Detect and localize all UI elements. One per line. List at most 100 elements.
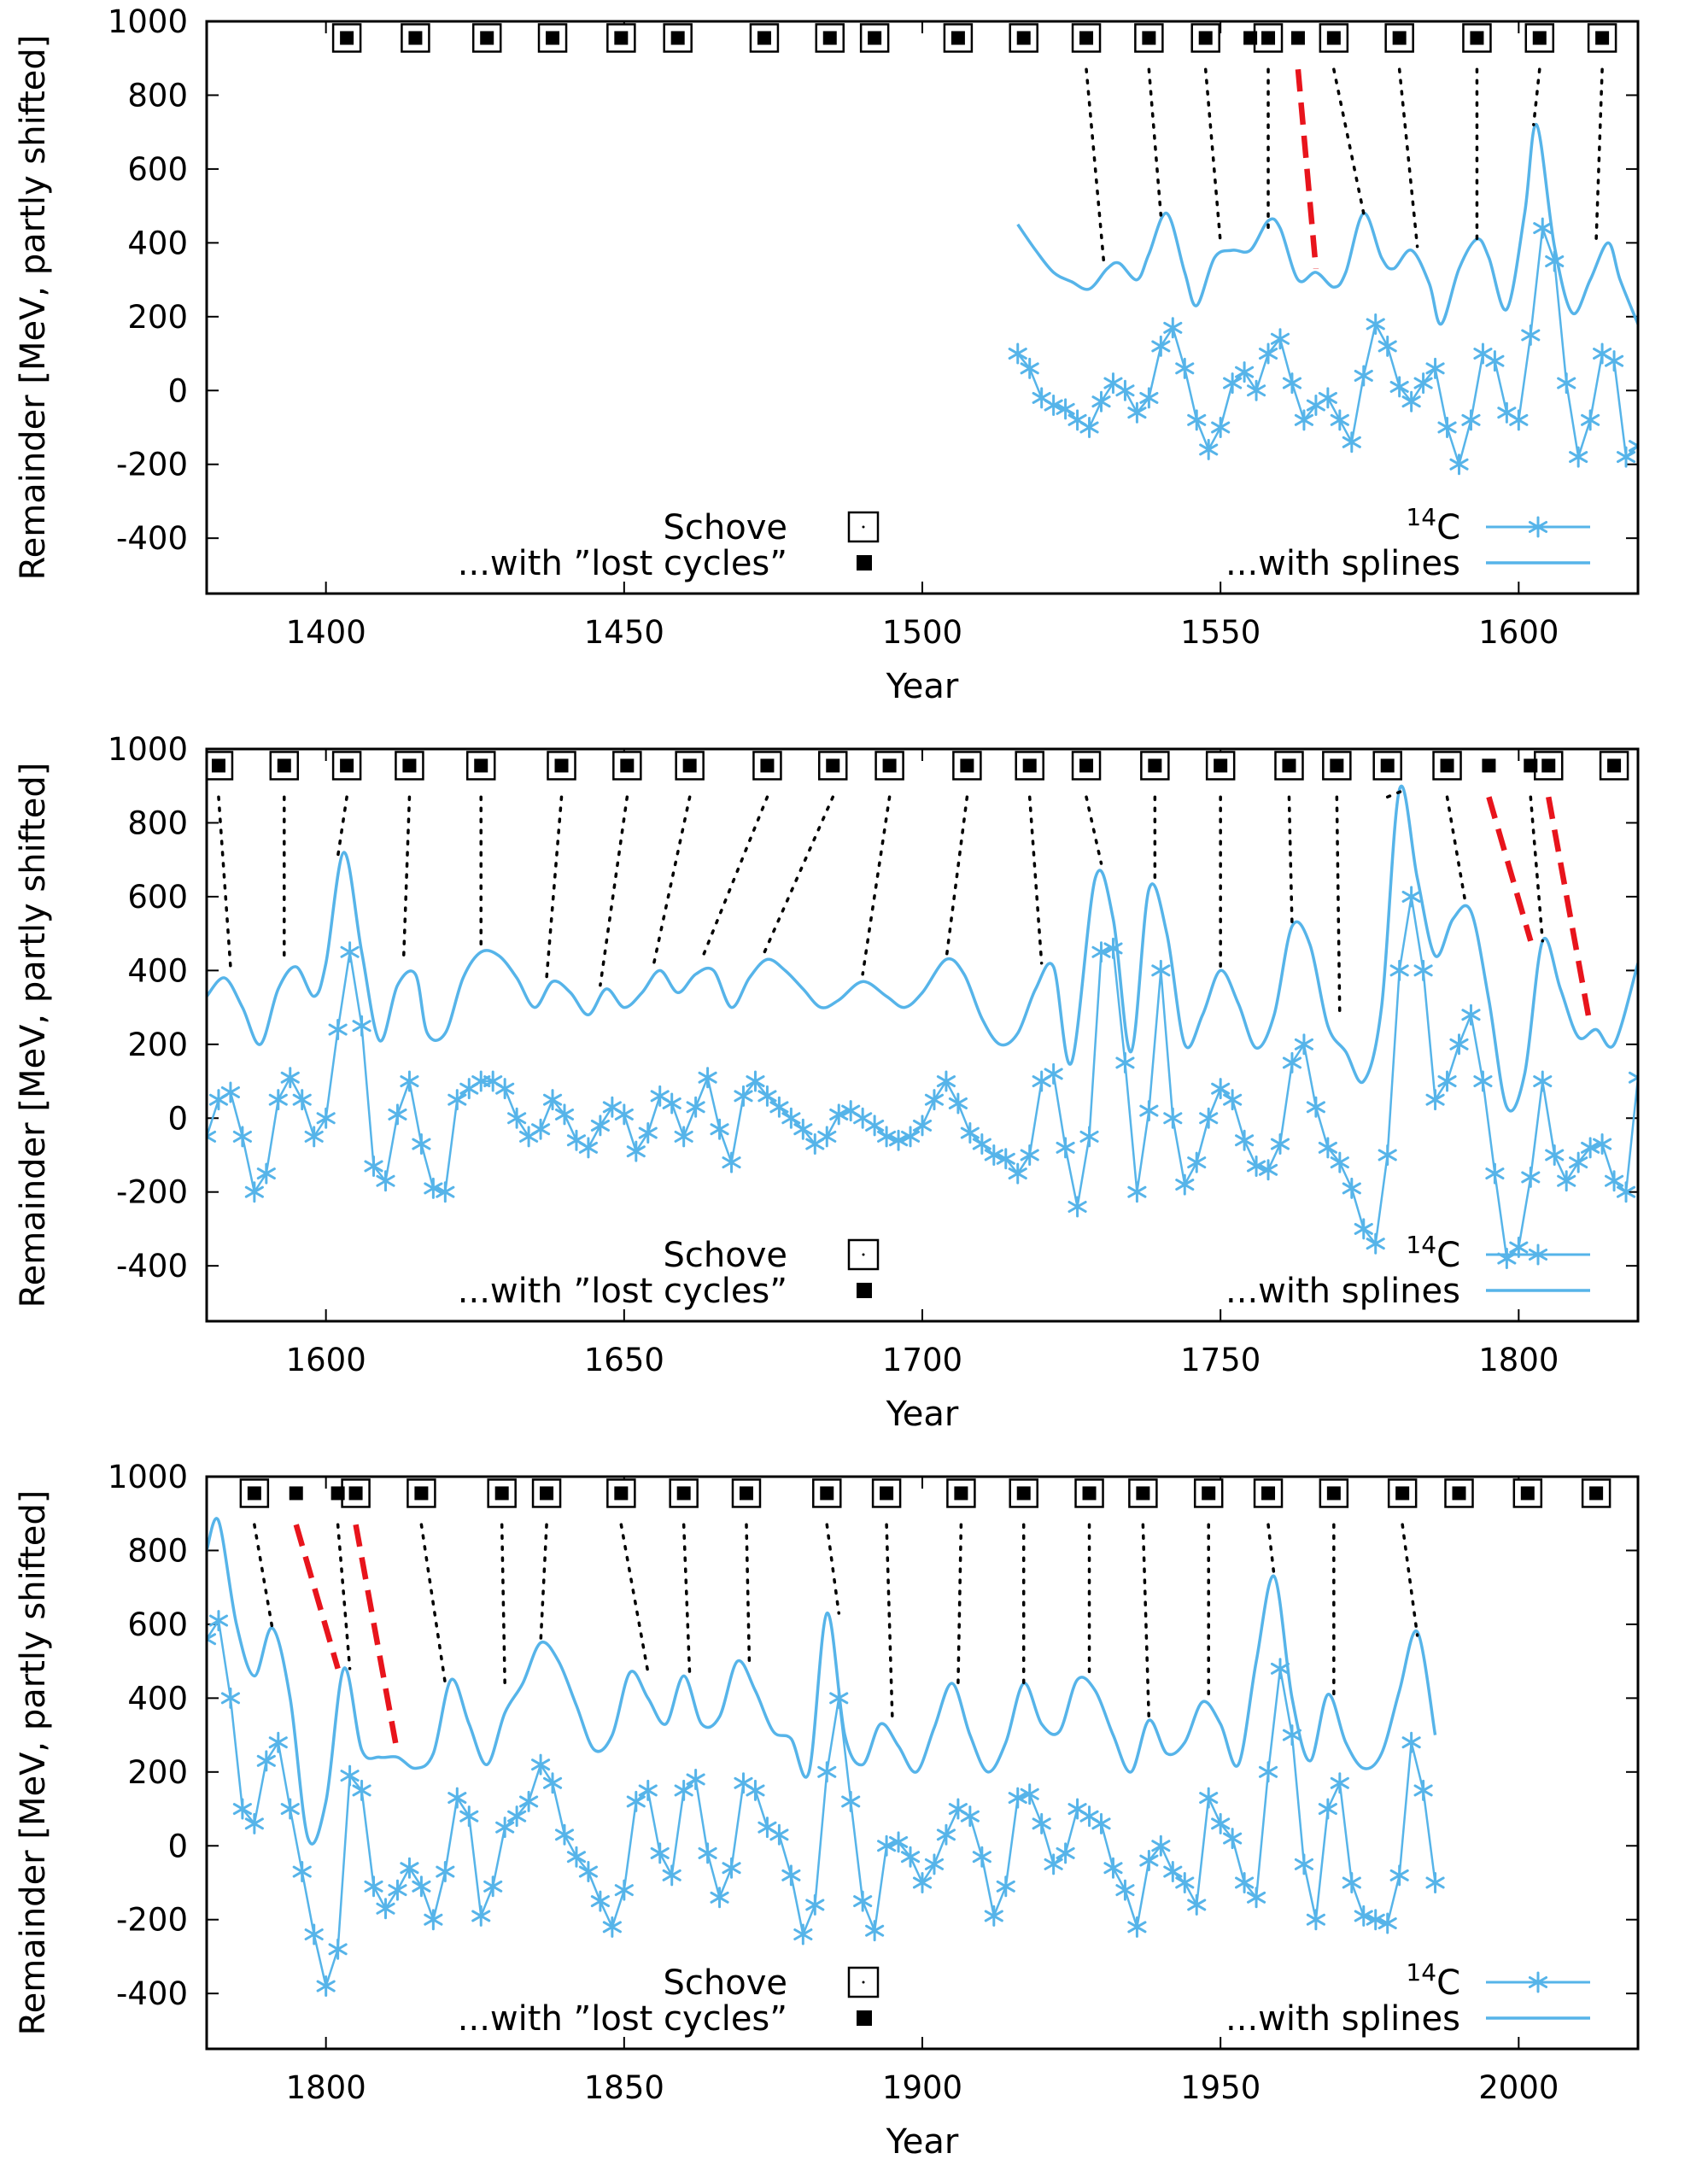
c14-point xyxy=(1593,1133,1612,1156)
schove-marker xyxy=(407,1478,436,1508)
cycle-connector xyxy=(1147,67,1163,217)
c14-point xyxy=(638,1779,658,1801)
c14-point xyxy=(1282,1724,1302,1747)
c14-point xyxy=(1211,1078,1231,1100)
c14-point xyxy=(1473,1070,1493,1092)
schove-marker xyxy=(1253,23,1284,53)
c14-point xyxy=(1545,250,1565,272)
c14-point xyxy=(1306,1909,1325,1931)
c14-point xyxy=(1389,376,1409,398)
schove-marker xyxy=(1599,751,1629,781)
c14-point xyxy=(542,1089,563,1111)
schove-marker xyxy=(1009,23,1038,53)
c14-point xyxy=(984,1144,1003,1166)
c14-point xyxy=(1282,372,1302,395)
c14-point xyxy=(817,1761,837,1783)
c14-point xyxy=(292,1089,312,1111)
schove-marker xyxy=(1193,1478,1224,1508)
c14-point xyxy=(1378,1912,1397,1934)
c14-point xyxy=(316,1975,336,1998)
cycle-connector xyxy=(336,1523,352,1671)
c14-point xyxy=(1521,324,1541,346)
c14-point xyxy=(447,1089,467,1111)
c14-point xyxy=(900,1126,921,1148)
c14-point xyxy=(232,1798,252,1820)
schove-marker xyxy=(946,1478,976,1508)
schove-marker xyxy=(465,751,496,781)
c14-point xyxy=(1235,1129,1255,1151)
y-axis-title: Remainder [MeV, partly shifted] xyxy=(14,35,53,581)
c14-point xyxy=(1425,357,1445,379)
y-tick-label: 0 xyxy=(167,372,188,409)
cycle-connector xyxy=(699,795,769,962)
c14-point xyxy=(1354,1905,1373,1927)
c14-point xyxy=(1449,1033,1469,1056)
y-tick-label: 1000 xyxy=(108,1459,188,1495)
c14-point xyxy=(936,1823,956,1846)
c14-point xyxy=(519,1126,539,1148)
cycle-connector xyxy=(1594,67,1604,241)
x-tick-label: 1700 xyxy=(882,1342,962,1378)
c14-point xyxy=(1008,342,1027,365)
plot-frame xyxy=(205,1475,1640,2051)
c14-point xyxy=(746,1779,765,1801)
cycle-connector xyxy=(1332,67,1366,215)
c14-point xyxy=(1187,1893,1207,1916)
c14-point xyxy=(1533,217,1553,239)
y-tick-label: 600 xyxy=(127,1606,188,1643)
schove-marker xyxy=(859,23,890,53)
c14-point xyxy=(1330,409,1349,431)
c14-point xyxy=(400,1857,419,1879)
c14-point xyxy=(352,1015,371,1037)
cycle-connector xyxy=(1287,795,1294,928)
c14-point xyxy=(1569,1151,1588,1173)
c14-point xyxy=(1175,357,1195,379)
schove-marker xyxy=(1581,1478,1611,1508)
legend-lost-label: ...with ”lost cycles” xyxy=(458,1272,787,1311)
schove-marker xyxy=(612,751,642,781)
c14-point xyxy=(1282,1051,1302,1074)
c14-point xyxy=(1378,1144,1397,1166)
c14-point xyxy=(1330,1772,1349,1794)
c14-point xyxy=(769,1096,789,1118)
c14-point xyxy=(1401,1731,1421,1753)
c14-point xyxy=(757,1085,777,1107)
schove-marker xyxy=(1384,23,1414,53)
c14-point xyxy=(1437,1070,1457,1092)
y-tick-label: -200 xyxy=(116,447,188,483)
panel-2: -400 -200 0 200 400 600 800 1000 1600 1650 1700 175… xyxy=(14,731,1640,1434)
c14-point xyxy=(1378,335,1397,357)
legend-lost-label: ...with ”lost cycles” xyxy=(458,544,787,583)
c14-point xyxy=(1401,390,1421,413)
lost-cycle-connector xyxy=(1295,68,1319,269)
c14-point xyxy=(793,1923,813,1946)
c14-point xyxy=(1008,1787,1027,1809)
c14-point xyxy=(232,1126,252,1148)
schove-marker xyxy=(731,1478,762,1508)
y-tick-label: -400 xyxy=(116,1975,188,2012)
c14-point xyxy=(388,1879,407,1901)
c14-line xyxy=(1016,227,1638,469)
cycle-connector xyxy=(1085,795,1103,865)
c14-point xyxy=(948,1092,968,1115)
schove-marker xyxy=(1319,1478,1349,1508)
y-tick-label: 400 xyxy=(127,225,188,261)
c14-point xyxy=(686,1768,705,1790)
legend-lost-label: ...with ”lost cycles” xyxy=(458,1999,787,2039)
c14-point xyxy=(936,1070,956,1092)
c14-point xyxy=(674,1779,693,1801)
schove-marker xyxy=(675,751,705,781)
plot-area xyxy=(207,751,1638,1270)
c14-point xyxy=(841,1790,861,1812)
c14-point xyxy=(1056,1137,1075,1159)
c14-point xyxy=(1044,1062,1063,1085)
y-tick-label: -400 xyxy=(116,1248,188,1284)
x-tick-label: 1500 xyxy=(882,614,962,651)
c14-point xyxy=(1115,379,1135,401)
x-tick-label: 1800 xyxy=(1478,1342,1559,1378)
c14-point xyxy=(1294,1033,1314,1056)
legend-c14-sup: 14 xyxy=(1406,1231,1436,1259)
x-tick-label: 1400 xyxy=(286,614,366,651)
c14-point xyxy=(424,1909,443,1931)
c14-point xyxy=(638,1122,658,1144)
